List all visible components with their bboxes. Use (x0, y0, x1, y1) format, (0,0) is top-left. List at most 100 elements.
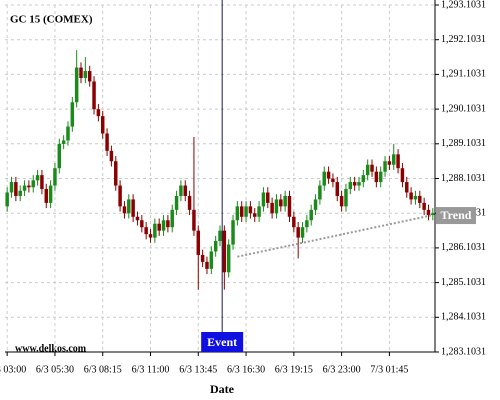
candle-body (61, 140, 66, 144)
candle-body (322, 171, 326, 186)
candle-body (239, 206, 244, 217)
candle-body (44, 189, 48, 203)
candle-body (157, 223, 161, 231)
x-tick-label: 7/3 01:45 (370, 364, 408, 375)
y-tick-label: 1,290.1031 (441, 103, 486, 114)
candle-body (279, 199, 283, 207)
candle-body (48, 185, 53, 203)
candle-body (109, 150, 114, 162)
candle-body (131, 199, 135, 217)
candle-body (105, 133, 109, 151)
candle-body (257, 206, 261, 217)
candle-body (413, 195, 418, 200)
y-tick-label: 1,288.1031 (441, 173, 486, 184)
candle-body (174, 195, 179, 210)
event-label: Event (207, 335, 237, 349)
candle-body (348, 182, 353, 190)
candle-body (300, 227, 305, 238)
candle-body (213, 241, 218, 252)
candle-body (187, 195, 192, 210)
x-tick-label: 6/3 11:00 (132, 364, 170, 375)
candle-body (344, 189, 348, 207)
candle-body (365, 164, 370, 176)
candle-body (326, 171, 331, 179)
candle-body (53, 168, 57, 186)
chart-title: GC 15 (COMEX) (10, 14, 93, 26)
candle-body (122, 206, 127, 214)
candle-body (309, 209, 313, 221)
candle-body (431, 213, 435, 216)
candle-body (426, 209, 431, 216)
candle-body (148, 234, 153, 238)
y-tick-label: 1,291.1031 (441, 69, 486, 80)
candle-body (5, 192, 9, 207)
candle-body (222, 230, 227, 273)
candle-body (396, 154, 400, 169)
candle-body (335, 182, 340, 196)
x-tick-label: 6/3 23:00 (323, 364, 361, 375)
candle-body (378, 171, 383, 183)
y-tick-label: 1,285.1031 (441, 277, 486, 288)
candle-body (18, 190, 22, 196)
candle-body (205, 261, 209, 269)
candle-body (92, 81, 96, 110)
candle-body (318, 185, 322, 200)
candle-body (66, 126, 70, 141)
y-tick-label: 1,292.1031 (441, 34, 486, 45)
candle-body (144, 227, 148, 235)
candle-body (374, 171, 379, 183)
candle-body (27, 185, 31, 188)
candle-body (352, 182, 357, 186)
candle-body (305, 220, 309, 228)
candle-body (422, 202, 426, 210)
x-tick-label: 6/3 13:45 (179, 364, 217, 375)
candle-body (339, 195, 344, 207)
candle-body (296, 227, 300, 238)
candle-body (118, 185, 122, 207)
candle-body (57, 143, 62, 169)
candle-body (200, 254, 205, 262)
y-tick-label: 1,284.1031 (441, 312, 486, 323)
candle-body (40, 175, 44, 190)
candle-body (140, 220, 144, 228)
watermark: www.delkos.com (15, 343, 87, 354)
candle-body (400, 168, 405, 183)
candle-body (127, 199, 131, 214)
candle-body (274, 199, 279, 214)
x-tick-label: 6/3 16:30 (227, 364, 265, 375)
candle-body (153, 223, 157, 238)
x-tick-label: 6/3 08:15 (84, 364, 122, 375)
candle-body (292, 216, 296, 228)
candle-body (31, 180, 35, 188)
candle-body (183, 185, 187, 196)
candle-body (235, 206, 240, 221)
x-axis-title: Date (210, 382, 235, 396)
x-tick-label: 6/3 03:00 (0, 364, 26, 375)
candle-body (244, 206, 248, 217)
y-tick-label: 1,283.1031 (441, 346, 486, 357)
x-tick-label: 6/3 05:30 (36, 364, 74, 375)
candle-body (261, 192, 266, 207)
candle-body (218, 230, 222, 242)
candle-body (370, 164, 374, 172)
candle-body (87, 71, 92, 82)
candle-body (196, 230, 201, 255)
candle-body (283, 195, 287, 207)
candle-body (209, 251, 214, 269)
candle-body (9, 182, 14, 193)
candle-body (357, 182, 361, 186)
candle-body (22, 185, 27, 191)
candle-body (166, 220, 170, 228)
candle-body (361, 175, 366, 183)
candle-body (418, 195, 422, 203)
y-tick-label: 1,286.1031 (441, 242, 486, 253)
event-label-box (201, 332, 244, 352)
y-tick-label: 1,293.1031 (441, 0, 486, 10)
candle-body (83, 71, 88, 78)
candle-body (248, 206, 253, 214)
candle-body (266, 192, 270, 203)
candle-body (170, 209, 174, 228)
candle-body (114, 161, 118, 186)
candle-body (231, 220, 235, 245)
